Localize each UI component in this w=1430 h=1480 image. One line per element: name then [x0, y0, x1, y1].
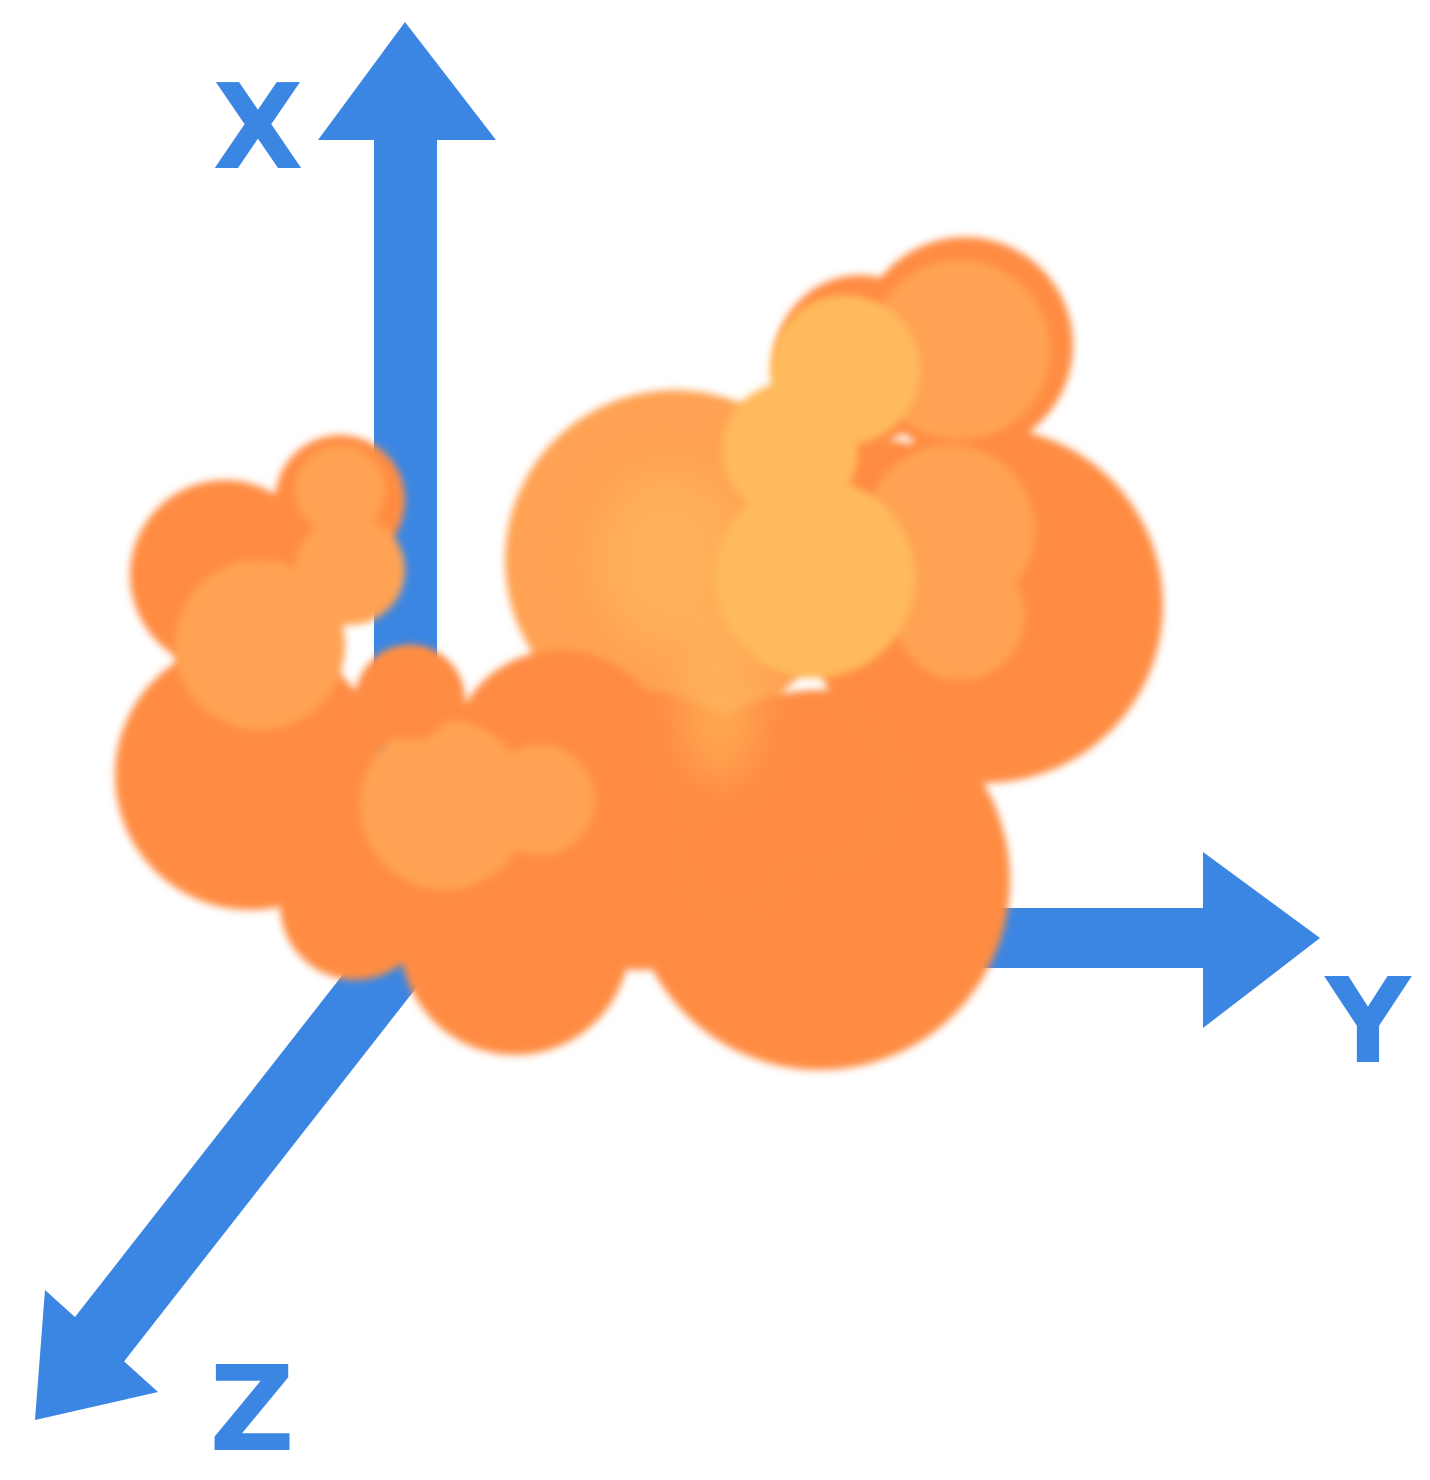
- z-axis-arrowhead: [35, 1290, 158, 1420]
- z-axis-shaft: [69, 934, 426, 1366]
- cloud-highlights: [175, 260, 1050, 913]
- y-axis-label: Y: [1323, 952, 1412, 1090]
- y-axis: [960, 852, 1320, 1028]
- x-axis-label: X: [213, 58, 304, 196]
- z-axis-label: Z: [209, 1340, 295, 1478]
- cloud-glow: [595, 470, 760, 780]
- x-axis-arrowhead: [318, 22, 496, 140]
- y-axis-arrowhead: [1203, 852, 1320, 1028]
- z-axis: [35, 934, 426, 1420]
